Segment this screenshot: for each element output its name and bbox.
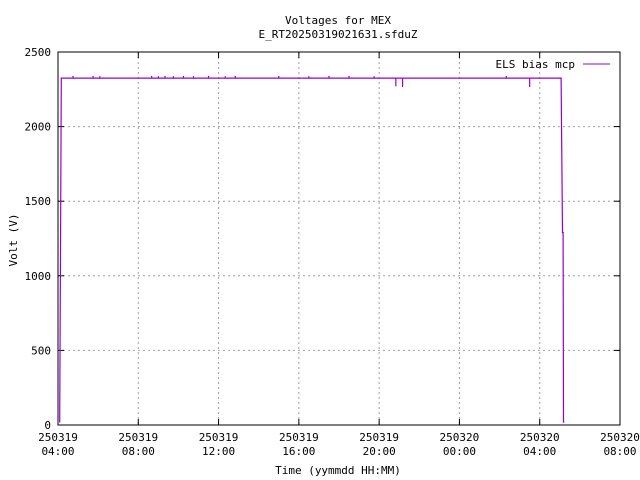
x-tick-label-date: 250319 — [118, 431, 158, 444]
x-tick-label-date: 250319 — [199, 431, 239, 444]
grid-lines — [58, 52, 620, 425]
x-tick-label-date: 250319 — [38, 431, 78, 444]
x-tick-label-date: 250319 — [359, 431, 399, 444]
legend-entry-els-bias-mcp: ELS bias mcp — [496, 58, 575, 71]
x-tick-label-time: 08:00 — [122, 445, 155, 458]
series-line-els-bias-mcp — [59, 77, 565, 423]
data-point — [562, 231, 564, 234]
series-layer — [59, 75, 565, 423]
chart-title: Voltages for MEX — [285, 14, 391, 27]
y-tick-label: 500 — [31, 344, 51, 357]
data-point — [563, 421, 565, 423]
x-tick-label-date: 250320 — [600, 431, 640, 444]
data-point — [560, 77, 562, 79]
chart-subtitle: E_RT20250319021631.sfduZ — [259, 28, 418, 41]
x-tick-labels: 25031904:0025031908:0025031912:002503191… — [38, 431, 640, 458]
data-point — [60, 77, 62, 79]
x-tick-label-time: 08:00 — [603, 445, 636, 458]
y-tick-label: 1500 — [25, 195, 52, 208]
x-tick-label-date: 250320 — [520, 431, 560, 444]
y-tick-label: 2000 — [25, 121, 52, 134]
y-axis-label: Volt (V) — [7, 214, 20, 267]
plot-frame — [57, 51, 621, 426]
x-axis-label: Time (yymmdd HH:MM) — [275, 464, 401, 477]
x-tick-label-time: 04:00 — [523, 445, 556, 458]
x-tick-label-date: 250319 — [279, 431, 319, 444]
y-tick-label: 2500 — [25, 46, 52, 59]
legend: ELS bias mcp — [496, 58, 610, 71]
x-tick-label-time: 00:00 — [443, 445, 476, 458]
y-tick-label: 0 — [44, 419, 51, 432]
data-point — [59, 421, 61, 423]
y-tick-labels: 0 500 1000 1500 2000 2500 — [25, 46, 52, 432]
tick-marks — [57, 51, 621, 426]
y-tick-label: 1000 — [25, 270, 52, 283]
x-tick-label-time: 12:00 — [202, 445, 235, 458]
x-tick-label-time: 04:00 — [41, 445, 74, 458]
x-tick-label-time: 20:00 — [363, 445, 396, 458]
data-point — [559, 77, 561, 79]
x-tick-label-time: 16:00 — [282, 445, 315, 458]
x-tick-label-date: 250320 — [440, 431, 480, 444]
